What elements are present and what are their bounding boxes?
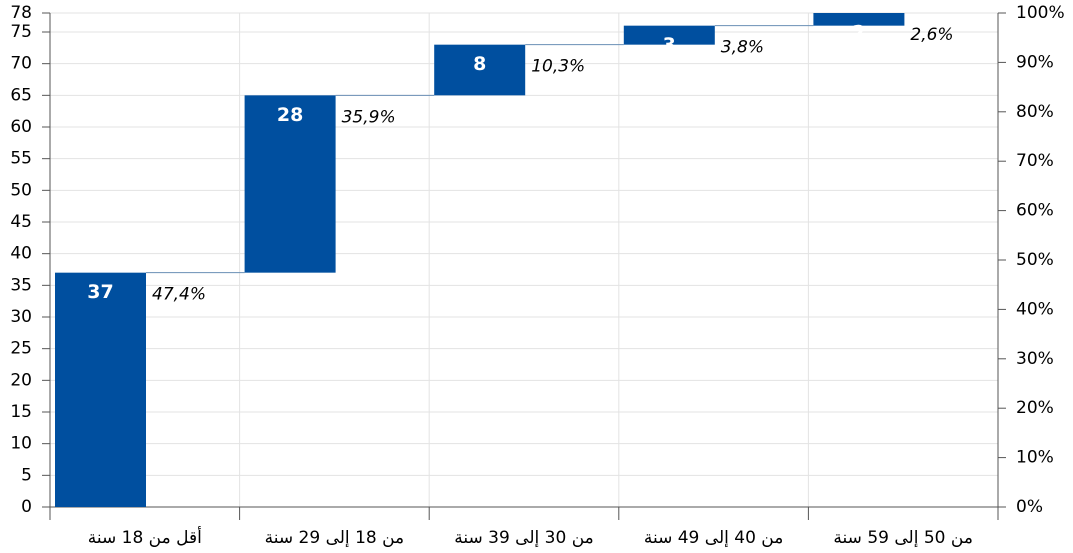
y2-tick-label: 10% bbox=[1016, 448, 1054, 468]
bar bbox=[623, 25, 715, 45]
y-tick-label: 5 bbox=[21, 465, 32, 485]
percentage-label: 3,8% bbox=[721, 38, 764, 58]
y-tick-label: 30 bbox=[10, 307, 32, 327]
value-label: 3 bbox=[663, 34, 676, 56]
y2-tick-label: 70% bbox=[1016, 151, 1054, 171]
y2-tick-label: 80% bbox=[1016, 102, 1054, 122]
y-tick-label: 20 bbox=[10, 370, 32, 390]
y-tick-label: 50 bbox=[10, 180, 32, 200]
bar bbox=[434, 44, 526, 96]
y-tick-label: 35 bbox=[10, 275, 32, 295]
x-tick-label: من 18 إلى 29 سنة bbox=[265, 528, 405, 548]
y-tick-label: 75 bbox=[10, 22, 32, 42]
percentage-label: 47,4% bbox=[152, 285, 206, 305]
y-tick-label: 10 bbox=[10, 434, 32, 454]
y2-tick-label: 30% bbox=[1016, 349, 1054, 369]
y2-tick-label: 0% bbox=[1016, 497, 1043, 517]
y-tick-label: 25 bbox=[10, 339, 32, 359]
value-label: 37 bbox=[87, 281, 113, 303]
y-tick-label: 70 bbox=[10, 54, 32, 74]
bar bbox=[55, 272, 146, 507]
y2-tick-label: 60% bbox=[1016, 201, 1054, 221]
x-tick-label: أقل من 18 سنة bbox=[88, 526, 202, 548]
y-tick-label: 40 bbox=[10, 244, 32, 264]
y-tick-label: 0 bbox=[21, 497, 32, 517]
bar bbox=[813, 13, 905, 26]
y-tick-label: 65 bbox=[10, 85, 32, 105]
value-label: 2 bbox=[852, 22, 865, 44]
x-tick-label: من 50 إلى 59 سنة bbox=[833, 528, 973, 548]
y-tick-label: 45 bbox=[10, 212, 32, 232]
y2-tick-label: 100% bbox=[1016, 3, 1065, 23]
x-tick-label: من 40 إلى 49 سنة bbox=[644, 528, 784, 548]
y2-tick-label: 50% bbox=[1016, 250, 1054, 270]
value-label: 8 bbox=[473, 53, 486, 75]
percentage-label: 35,9% bbox=[342, 107, 396, 127]
y2-tick-label: 40% bbox=[1016, 299, 1054, 319]
y-tick-label: 55 bbox=[10, 149, 32, 169]
y2-tick-label: 20% bbox=[1016, 398, 1054, 418]
percentage-label: 10,3% bbox=[531, 57, 585, 77]
y-tick-label: 15 bbox=[10, 402, 32, 422]
percentage-label: 2,6% bbox=[910, 25, 953, 45]
y-tick-label: 60 bbox=[10, 117, 32, 137]
value-label: 28 bbox=[277, 104, 303, 126]
y-tick-label: 78 bbox=[10, 3, 32, 23]
bar bbox=[244, 95, 336, 273]
y2-tick-label: 90% bbox=[1016, 52, 1054, 72]
x-tick-label: من 30 إلى 39 سنة bbox=[454, 528, 594, 548]
